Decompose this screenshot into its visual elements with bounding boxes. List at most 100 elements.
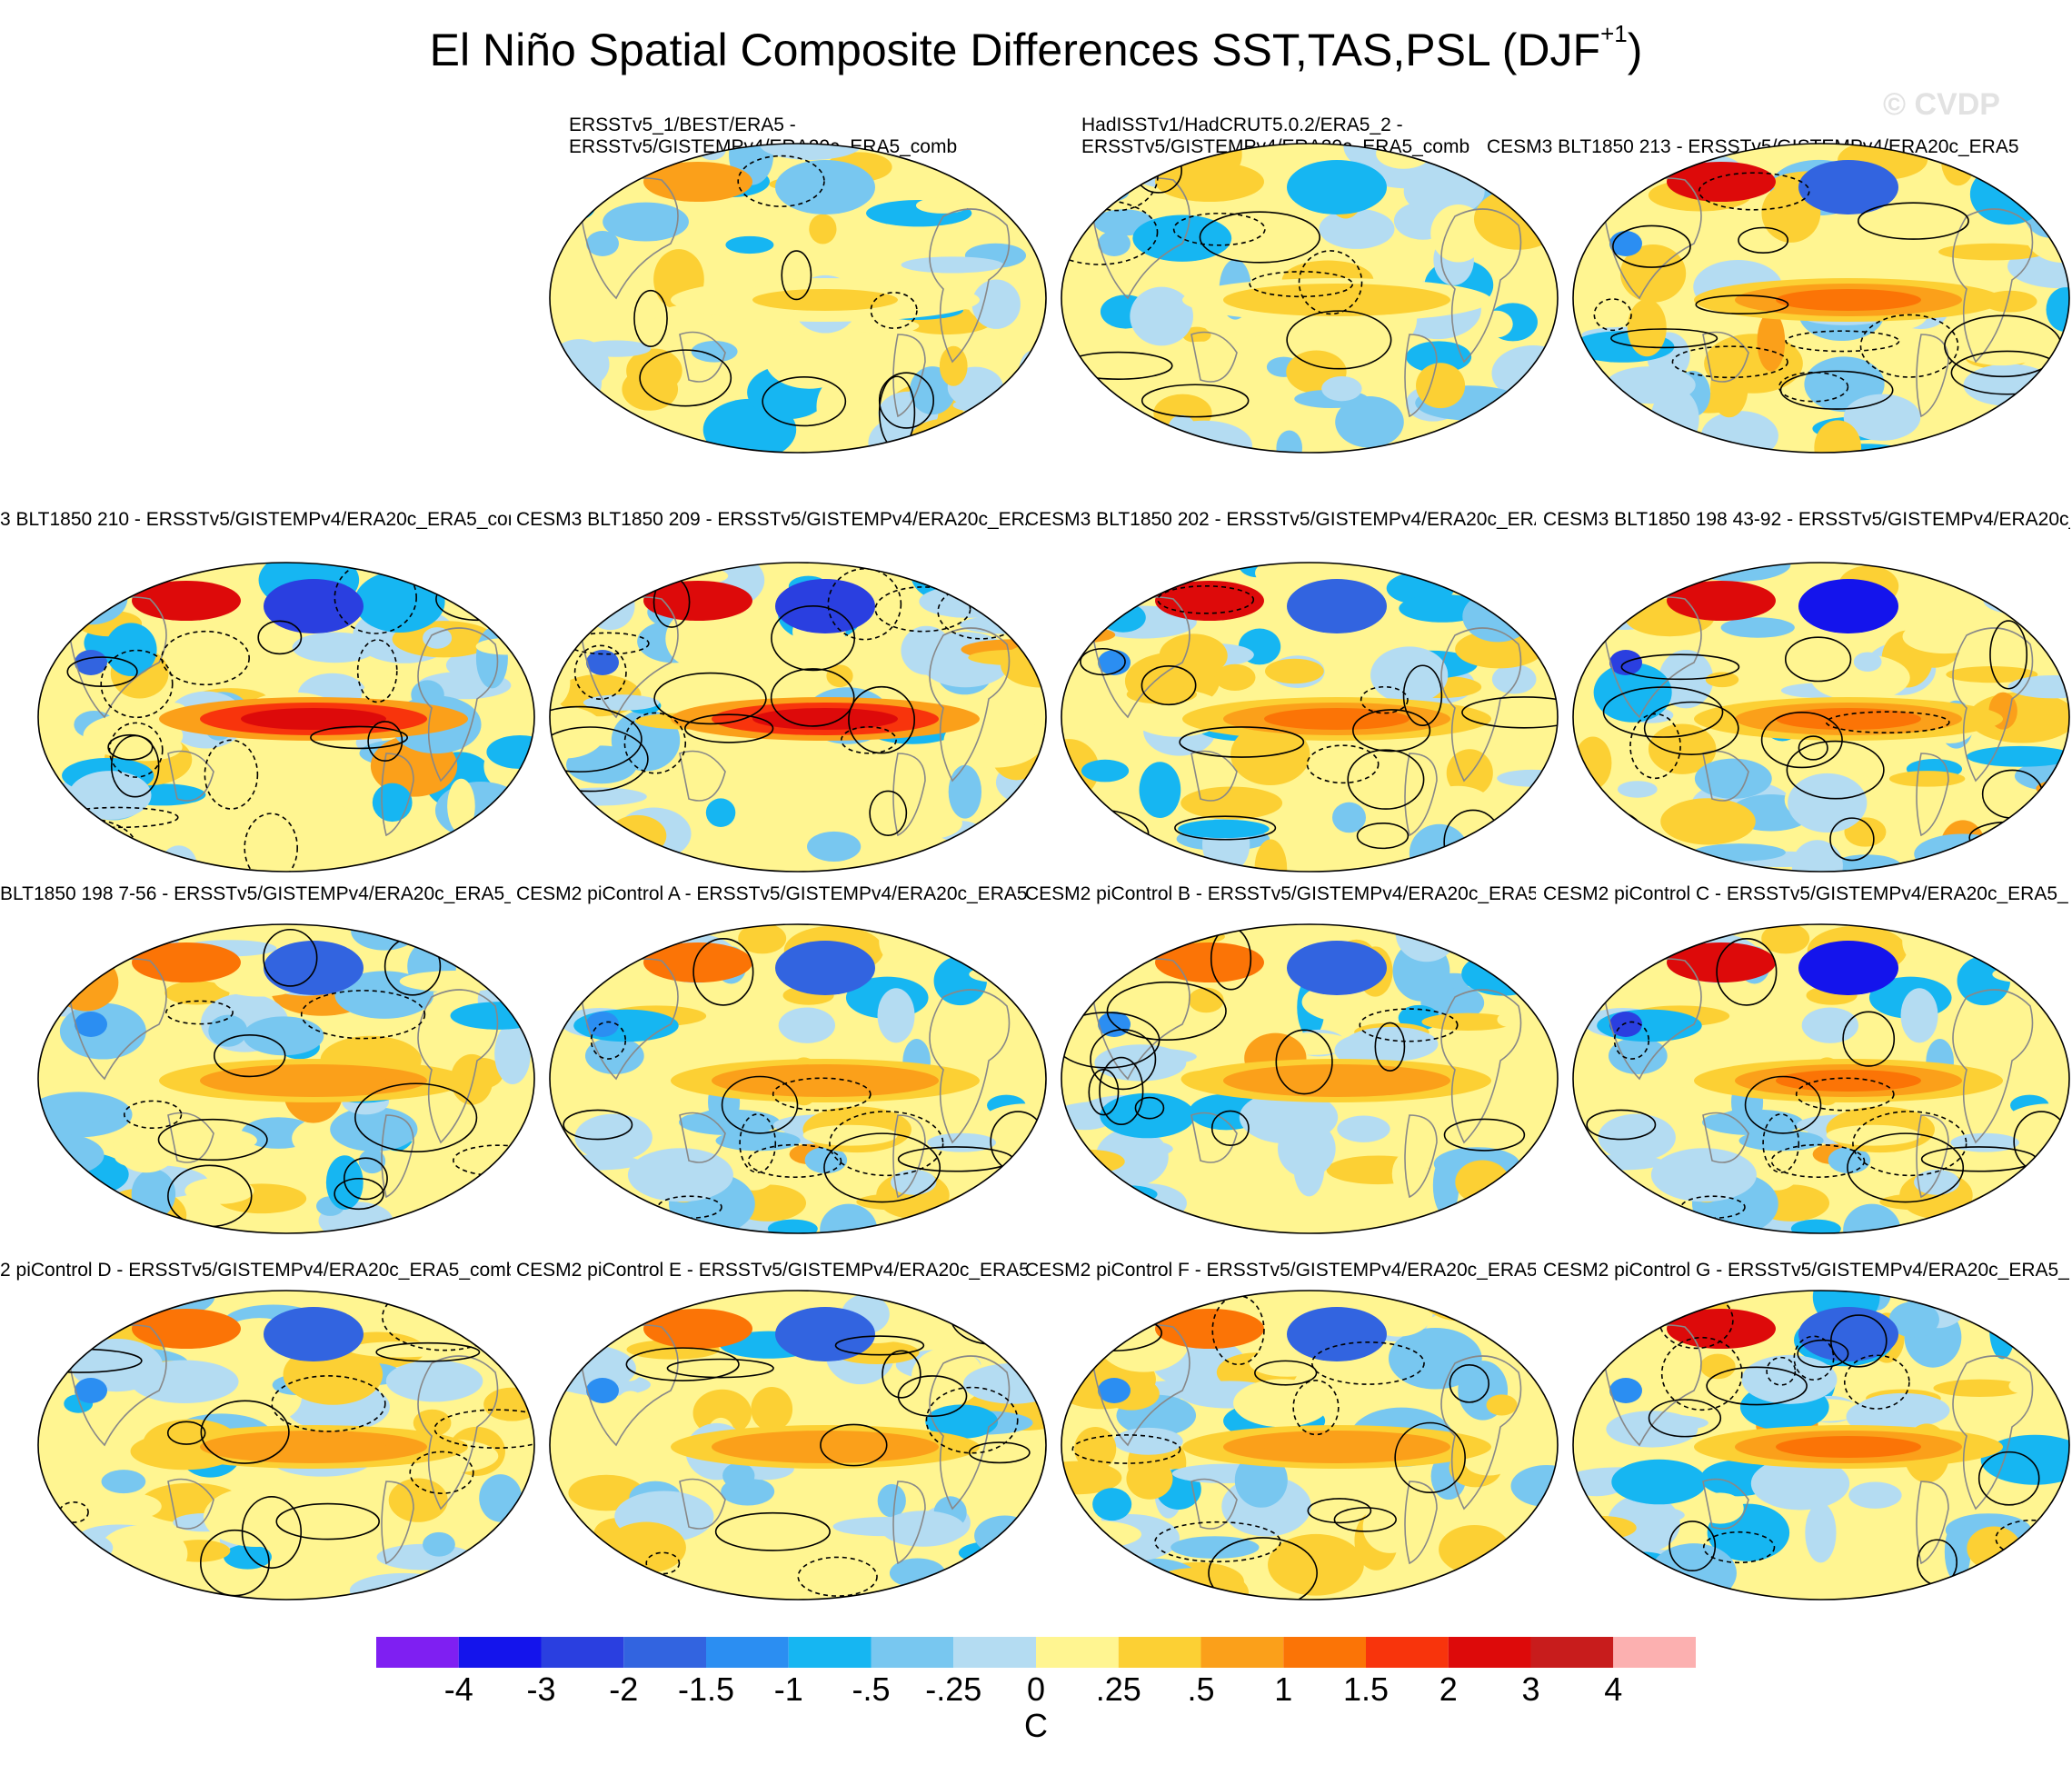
anomaly-patch [943, 713, 1045, 768]
nino-warm-tongue [752, 708, 898, 730]
anomaly-patch [447, 778, 475, 833]
panel-title: CESM2 piControl E - ERSSTv5/GISTEMPv4/ER… [516, 1260, 1027, 1281]
coastline [892, 1481, 926, 1565]
anomaly-patch [460, 1057, 503, 1090]
anomaly-patch [622, 367, 679, 411]
anomaly-patch [1788, 773, 1868, 833]
anomaly-patch [877, 988, 915, 1043]
anomaly-patch [603, 202, 689, 242]
anomaly-patch [203, 1487, 310, 1547]
psl-contour [1825, 711, 1950, 734]
coastline [1952, 208, 2034, 364]
psl-contour [1374, 1022, 1406, 1072]
anomaly-patch [1486, 1394, 1518, 1416]
psl-contour [200, 1400, 290, 1464]
anomaly-patch [877, 1483, 906, 1518]
coastline [1190, 1478, 1238, 1530]
anomaly-patch [292, 632, 378, 663]
psl-contour [1179, 726, 1305, 758]
anomaly-patch [1946, 666, 2038, 683]
colorbar-tick-label: -.5 [852, 1670, 891, 1708]
anomaly-patch [46, 1065, 148, 1096]
cold-anomaly [1798, 160, 1898, 214]
colorbar-tick-label: -1 [773, 1670, 803, 1708]
psl-contour [645, 1551, 681, 1575]
coastline [892, 1114, 926, 1199]
psl-contour [1134, 1096, 1165, 1120]
psl-contour [263, 928, 318, 987]
anomaly-patch [486, 734, 534, 769]
cold-anomaly [775, 1307, 875, 1361]
anomaly-patch [1843, 394, 1921, 441]
anomaly-patch [765, 333, 853, 389]
anomaly-patch [1497, 1012, 1525, 1028]
cold-anomaly [75, 650, 107, 675]
psl-contour [1669, 1521, 1717, 1572]
colorbar-swatch [788, 1637, 872, 1668]
anomaly-patch [330, 1107, 418, 1152]
colorbar-swatch [541, 1637, 624, 1668]
psl-contour [1449, 1364, 1489, 1403]
anomaly-patch [856, 1193, 942, 1211]
anomaly-patch [1126, 1458, 1173, 1500]
anomaly-patch [385, 1360, 483, 1402]
coastline [929, 1355, 1011, 1511]
psl-contour [1847, 1132, 1965, 1203]
psl-contour [869, 790, 908, 836]
cold-anomaly [775, 941, 875, 995]
anomaly-patch [1720, 617, 1795, 638]
psl-contour [334, 563, 417, 634]
psl-contour [1443, 1118, 1526, 1152]
nino-warm-tongue [241, 1436, 386, 1458]
map-border [1572, 562, 2070, 873]
anomaly-patch [1848, 1481, 1902, 1509]
psl-contour [1586, 1109, 1657, 1141]
colorbar-swatch [1530, 1637, 1614, 1668]
psl-contour [623, 712, 687, 774]
cold-anomaly [1609, 1378, 1642, 1403]
psl-contour [310, 725, 408, 750]
anomaly-patch [1074, 1426, 1117, 1471]
psl-contour [739, 1113, 777, 1173]
anomaly-patch [1178, 819, 1270, 839]
coastline [167, 1478, 214, 1530]
anomaly-patch [1092, 1488, 1132, 1521]
map-border [549, 923, 1047, 1234]
psl-contour [1716, 937, 1778, 1006]
coastline [1916, 334, 1949, 418]
psl-contour [1090, 1029, 1157, 1091]
anomaly-patch [550, 706, 606, 759]
anomaly-patch [738, 924, 787, 954]
psl-contour [58, 1501, 89, 1523]
psl-contour [834, 1335, 925, 1356]
psl-contour [590, 1021, 627, 1060]
psl-contour [1099, 1056, 1144, 1125]
cold-anomaly [1098, 1378, 1131, 1403]
psl-contour [375, 1341, 481, 1362]
anomaly-patch [1694, 758, 1772, 799]
map-panel [549, 923, 1047, 1234]
map-border [549, 143, 1047, 454]
anomaly-patch [891, 1169, 937, 1195]
page-title: El Niño Spatial Composite Differences SS… [429, 20, 1643, 75]
anomaly-patch [1239, 1091, 1339, 1144]
anomaly-patch [1914, 1169, 1960, 1195]
psl-contour [1359, 1008, 1459, 1042]
psl-contour [781, 250, 812, 301]
cold-anomaly [586, 231, 619, 256]
anomaly-patch [1182, 326, 1211, 344]
coastline [1440, 627, 1522, 783]
coastline [1190, 1112, 1238, 1163]
coastline [892, 334, 926, 418]
psl-contour [1695, 294, 1789, 315]
coastline [1952, 1355, 2034, 1511]
psl-contour [271, 1375, 386, 1432]
nino-warm-tongue [1264, 289, 1410, 311]
cold-anomaly [586, 1378, 619, 1403]
psl-contour [214, 1034, 286, 1078]
psl-contour [666, 1358, 774, 1379]
anomaly-patch [184, 1177, 254, 1204]
psl-contour [714, 1511, 831, 1551]
anomaly-patch [809, 214, 837, 244]
